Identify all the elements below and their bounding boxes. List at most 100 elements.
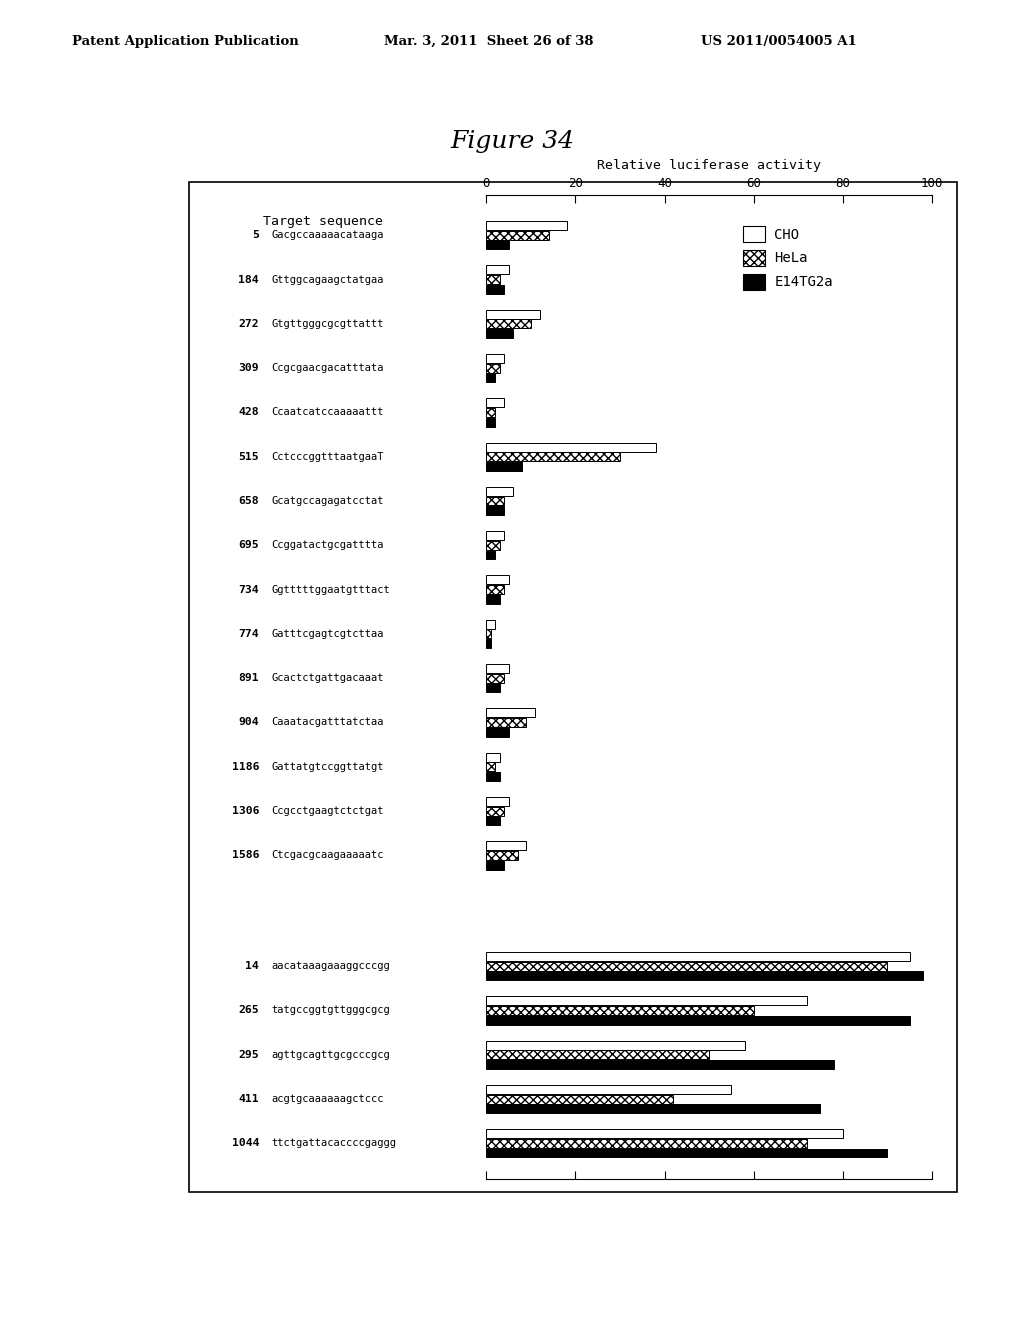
Bar [486,399,504,408]
Bar [486,1105,820,1113]
Bar [486,319,530,329]
Bar [486,595,500,603]
Bar [486,541,500,550]
Text: 428: 428 [239,408,259,417]
Text: CctcccggtttaatgaaT: CctcccggtttaatgaaT [271,451,384,462]
Text: Patent Application Publication: Patent Application Publication [72,34,298,48]
Text: 695: 695 [239,540,259,550]
Bar [486,417,496,426]
Bar [486,816,500,825]
Bar [486,673,504,682]
Text: Ctcgacgcaagaaaaatc: Ctcgacgcaagaaaaatc [271,850,384,861]
Legend: CHO, HeLa, E14TG2a: CHO, HeLa, E14TG2a [738,222,838,294]
Bar [486,531,504,540]
Bar [486,550,496,560]
Text: Gtgttgggcgcgttattt: Gtgttgggcgcgttattt [271,319,384,329]
Bar [486,851,517,859]
Text: 295: 295 [239,1049,259,1060]
Bar [486,718,526,727]
Bar [486,585,504,594]
Bar [486,639,490,648]
Bar [486,275,500,284]
Bar [486,763,496,771]
Bar [486,1051,709,1059]
Bar [486,861,504,870]
Text: 1044: 1044 [231,1138,259,1148]
Text: tatgccggtgttgggcgcg: tatgccggtgttgggcgcg [271,1006,390,1015]
Text: ttctgattacaccccgaggg: ttctgattacaccccgaggg [271,1138,396,1148]
Bar [486,1006,754,1015]
Text: 734: 734 [239,585,259,594]
Text: Ccgcctgaagtctctgat: Ccgcctgaagtctctgat [271,807,384,816]
Bar [486,240,509,249]
Text: 774: 774 [239,628,259,639]
Bar [486,506,504,515]
Text: 891: 891 [239,673,259,684]
Text: 1586: 1586 [231,850,259,861]
Text: Target sequence: Target sequence [262,215,383,228]
Bar [486,374,496,383]
Text: Figure 34: Figure 34 [450,129,574,153]
Text: Gattatgtccggttatgt: Gattatgtccggttatgt [271,762,384,772]
Text: 658: 658 [239,496,259,506]
Text: Gacgccaaaaacataaga: Gacgccaaaaacataaga [271,230,384,240]
Bar [486,487,513,496]
Text: 184: 184 [239,275,259,285]
Bar [486,1015,909,1024]
Bar [486,442,655,451]
Bar [486,620,496,628]
Bar [486,496,504,506]
Text: Mar. 3, 2011  Sheet 26 of 38: Mar. 3, 2011 Sheet 26 of 38 [384,34,594,48]
Bar [486,630,490,639]
Bar [486,1085,731,1094]
Text: agttgcagttgcgcccgcg: agttgcagttgcgcccgcg [271,1049,390,1060]
Bar [486,285,504,293]
Bar [486,1148,887,1158]
Text: Ggtttttggaatgtttact: Ggtttttggaatgtttact [271,585,390,594]
Text: acgtgcaaaaaagctccc: acgtgcaaaaaagctccc [271,1094,384,1104]
Bar [486,220,566,230]
Bar [486,1060,834,1069]
Text: Gcactctgattgacaaat: Gcactctgattgacaaat [271,673,384,684]
Bar [486,841,526,850]
Text: Caaatacgatttatctaa: Caaatacgatttatctaa [271,718,384,727]
Text: Ccggatactgcgatttta: Ccggatactgcgatttta [271,540,384,550]
Text: Gatttcgagtcgtcttaa: Gatttcgagtcgtcttaa [271,628,384,639]
Bar [486,962,887,970]
Bar [486,1094,674,1104]
Text: Gcatgccagagatcctat: Gcatgccagagatcctat [271,496,384,506]
Text: 1186: 1186 [231,762,259,772]
Bar [486,453,620,461]
Text: aacataaagaaaggcccgg: aacataaagaaaggcccgg [271,961,390,972]
Bar [486,709,536,717]
Bar [486,576,509,585]
Text: US 2011/0054005 A1: US 2011/0054005 A1 [701,34,857,48]
Bar [486,265,509,275]
Text: 309: 309 [239,363,259,374]
Bar [486,363,500,372]
Bar [486,684,500,693]
Text: Ccaatcatccaaaaattt: Ccaatcatccaaaaattt [271,408,384,417]
Bar [486,1139,807,1148]
Text: Relative luciferase activity: Relative luciferase activity [597,158,821,172]
Bar [486,408,496,417]
Text: 5: 5 [252,230,259,240]
Text: 1306: 1306 [231,807,259,816]
Bar [486,664,509,673]
Bar [486,727,509,737]
Bar [486,997,807,1006]
Bar [486,797,509,807]
Bar [486,807,504,816]
Bar [486,772,500,781]
Text: Gttggcagaagctatgaa: Gttggcagaagctatgaa [271,275,384,285]
Text: 272: 272 [239,319,259,329]
Text: Ccgcgaacgacatttata: Ccgcgaacgacatttata [271,363,384,374]
Bar [486,952,909,961]
Text: 515: 515 [239,451,259,462]
Bar [486,329,513,338]
Text: 14: 14 [246,961,259,972]
Text: 411: 411 [239,1094,259,1104]
Bar [486,1129,843,1138]
Bar [486,1040,744,1049]
Bar [486,231,549,240]
